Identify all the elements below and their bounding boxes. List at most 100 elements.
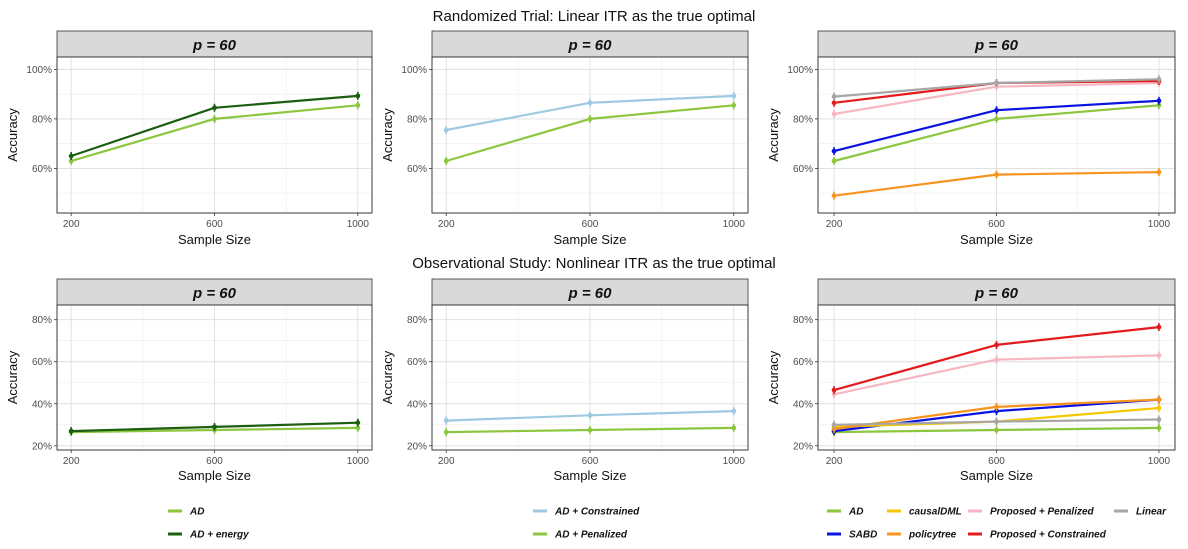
y-axis-title: Accuracy	[766, 108, 781, 162]
data-point	[994, 107, 999, 113]
y-tick-label: 20%	[793, 441, 813, 452]
y-tick-label: 80%	[32, 114, 52, 125]
x-tick-label: 1000	[347, 456, 370, 467]
strip-label: p = 60	[192, 37, 237, 54]
plot-border	[431, 304, 749, 451]
series-ad-energy	[68, 418, 361, 436]
data-point	[355, 102, 361, 108]
x-tick-label: 200	[438, 456, 455, 467]
series-ad-constrained	[443, 407, 737, 425]
data-point	[355, 420, 361, 426]
legend-label: AD	[848, 507, 863, 518]
x-tick-label: 200	[63, 456, 80, 467]
x-axis-title: Sample Size	[554, 468, 627, 483]
x-tick-label: 600	[988, 456, 1005, 467]
data-point	[831, 111, 837, 117]
data-point	[831, 391, 837, 397]
y-tick-label: 80%	[407, 114, 427, 125]
legend-label: AD	[189, 507, 204, 518]
x-tick-label: 200	[826, 219, 843, 230]
legend-label: AD + Penalized	[554, 530, 628, 541]
panel-bottom-2: p = 60 20% 40% 60% 80% 200 600 1000 Sample Size A…	[380, 278, 749, 483]
panel-bottom-1: p = 60 20% 40% 60% 80% 200 600 1000 Sample Size A…	[5, 278, 373, 483]
y-axis-title: Accuracy	[5, 108, 20, 162]
series-ad-constrained	[443, 91, 737, 135]
series-policytree	[831, 395, 1162, 433]
data-point	[831, 148, 837, 154]
data-point	[1156, 324, 1162, 330]
data-point	[587, 116, 593, 122]
data-point	[1156, 76, 1162, 82]
data-point	[1156, 102, 1162, 108]
strip-label: p = 60	[192, 285, 237, 302]
legend-item: AD + Penalized	[533, 530, 628, 541]
y-axis-title: Accuracy	[380, 350, 395, 404]
x-tick-label: 1000	[723, 456, 746, 467]
data-point	[443, 158, 449, 164]
y-axis-title: Accuracy	[380, 108, 395, 162]
strip-label: p = 60	[974, 37, 1019, 54]
x-tick-label: 600	[206, 456, 223, 467]
data-point	[994, 172, 999, 178]
data-point	[1156, 353, 1162, 358]
x-tick-label: 200	[63, 219, 80, 230]
x-axis-title: Sample Size	[960, 468, 1033, 483]
x-tick-label: 600	[988, 219, 1005, 230]
legend-label: policytree	[908, 530, 957, 541]
y-tick-label: 40%	[407, 399, 427, 410]
legend-label: AD + Constrained	[554, 507, 640, 518]
strip-header	[817, 30, 1176, 58]
strip-header	[56, 30, 373, 58]
y-tick-label: 60%	[32, 164, 52, 175]
legend-label: Linear	[1136, 507, 1167, 518]
data-point	[994, 427, 999, 433]
data-point	[731, 408, 737, 414]
strip-label: p = 60	[568, 37, 613, 54]
legend-item: SABD	[827, 530, 877, 541]
bottom-row-title: Observational Study: Nonlinear ITR as th…	[412, 255, 776, 272]
x-tick-label: 600	[206, 219, 223, 230]
y-tick-label: 60%	[32, 357, 52, 368]
data-point	[212, 105, 217, 111]
panel-top-1: p = 60 60% 80% 100% 200 600 1000 Sample Size Acc…	[5, 30, 373, 247]
data-point	[831, 426, 837, 432]
legend-item: Proposed + Constrained	[968, 530, 1107, 541]
legend-label: SABD	[849, 530, 877, 541]
x-tick-label: 200	[826, 456, 843, 467]
series-ad-energy	[68, 91, 361, 161]
data-point	[731, 93, 737, 99]
y-tick-label: 60%	[407, 357, 427, 368]
data-point	[212, 116, 217, 122]
legend-label: Proposed + Constrained	[990, 530, 1107, 541]
legend-label: AD + energy	[189, 530, 249, 541]
data-point	[1156, 405, 1162, 411]
data-point	[355, 425, 361, 431]
y-tick-label: 60%	[793, 164, 813, 175]
legend-item: AD + energy	[168, 530, 249, 541]
series-ad	[831, 423, 1162, 437]
data-point	[1156, 425, 1162, 431]
x-tick-label: 600	[582, 456, 599, 467]
data-point	[731, 425, 737, 431]
x-axis-title: Sample Size	[178, 232, 251, 247]
series-ad	[68, 101, 361, 165]
legend-item: Linear	[1114, 507, 1167, 518]
data-point	[443, 418, 449, 423]
y-tick-label: 80%	[793, 114, 813, 125]
strip-header	[431, 30, 749, 58]
data-point	[831, 94, 837, 100]
legend-item: causalDML	[887, 507, 962, 518]
y-tick-label: 80%	[32, 315, 52, 326]
data-point	[587, 427, 593, 433]
series-ad	[831, 101, 1162, 165]
x-tick-label: 600	[582, 219, 599, 230]
y-tick-label: 40%	[793, 399, 813, 410]
data-point	[831, 100, 837, 106]
data-point	[831, 387, 837, 393]
plot-border	[431, 56, 749, 214]
series-linear	[831, 75, 1162, 101]
legend-item: AD + Constrained	[533, 507, 640, 518]
legend-item: AD	[827, 507, 863, 518]
data-point	[68, 428, 74, 434]
series-ad-penalized	[443, 423, 737, 437]
